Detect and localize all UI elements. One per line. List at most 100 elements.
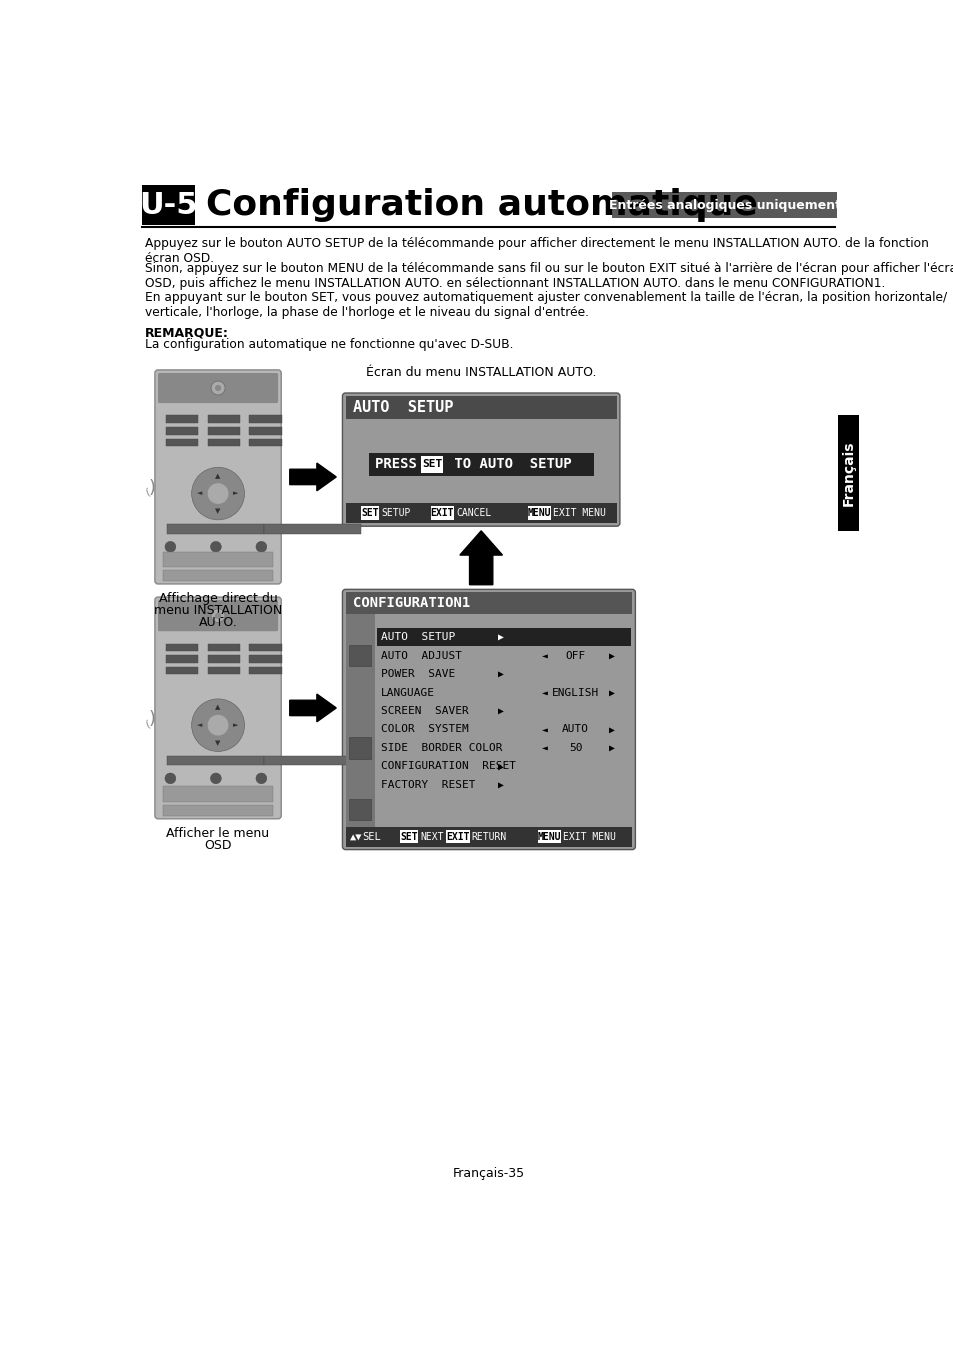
Text: SIDE  BORDER COLOR: SIDE BORDER COLOR [381,743,502,753]
Bar [208,416,240,423]
Text: (: ( [144,718,151,729]
Text: SCREEN  SAVER: SCREEN SAVER [381,706,469,716]
Text: AUTO  SETUP: AUTO SETUP [353,400,454,416]
Text: U-5: U-5 [139,190,198,220]
Circle shape [207,714,229,736]
Bar [376,757,630,776]
Bar [249,427,282,435]
Bar [208,439,240,447]
Text: 50: 50 [568,743,582,753]
Text: ◄: ◄ [541,725,547,734]
Text: POWER  SAVE: POWER SAVE [381,670,455,679]
Circle shape [211,609,225,622]
Text: OFF: OFF [565,651,585,660]
FancyBboxPatch shape [342,393,619,526]
Text: ▶: ▶ [609,725,615,734]
FancyBboxPatch shape [342,590,635,849]
Polygon shape [459,531,502,585]
Bar [399,830,417,844]
Text: Sinon, appuyez sur le bouton MENU de la télécommande sans fil ou sur le bouton E: Sinon, appuyez sur le bouton MENU de la … [145,262,953,290]
Bar [376,647,630,664]
Text: En appuyant sur le bouton SET, vous pouvez automatiquement ajuster convenablemen: En appuyant sur le bouton SET, vous pouv… [145,292,946,320]
Bar [345,396,617,420]
Text: CANCEL: CANCEL [456,508,491,518]
Text: EXIT MENU: EXIT MENU [562,832,616,841]
Circle shape [192,467,244,520]
Text: AUTO.: AUTO. [198,617,237,629]
Bar [162,552,274,567]
Bar [612,192,836,219]
Bar [249,655,282,663]
Text: SEL: SEL [362,832,381,841]
Bar [349,645,371,667]
Bar [249,644,282,651]
Text: La configuration automatique ne fonctionne qu'avec D-SUB.: La configuration automatique ne fonction… [145,339,513,351]
Bar [345,614,375,826]
Text: PRESS: PRESS [375,458,425,471]
Bar [431,506,454,520]
Text: menu INSTALLATION: menu INSTALLATION [153,603,282,617]
Text: ▶: ▶ [609,651,615,660]
Bar [162,570,274,580]
Circle shape [214,613,221,618]
Text: ENGLISH: ENGLISH [552,687,598,698]
Text: ▶: ▶ [497,780,503,790]
Text: EXIT: EXIT [446,832,469,841]
Text: ▲: ▲ [215,705,220,710]
Text: OSD: OSD [204,838,232,852]
Bar [376,702,630,721]
Text: LANGUAGE: LANGUAGE [381,687,435,698]
Text: ▶: ▶ [609,687,615,698]
Text: COLOR  SYSTEM: COLOR SYSTEM [381,725,469,734]
Bar [166,416,198,423]
Circle shape [255,541,267,552]
FancyBboxPatch shape [158,601,278,632]
Text: ▶: ▶ [609,743,615,753]
Text: Entrées analogiques uniquement: Entrées analogiques uniquement [608,198,840,212]
Bar [166,644,198,651]
Bar [349,799,371,821]
Polygon shape [290,463,335,491]
Text: SETUP: SETUP [381,508,411,518]
Text: NEXT: NEXT [420,832,443,841]
Bar [369,452,593,475]
Text: ◄: ◄ [197,490,203,497]
Bar [208,655,240,663]
Text: TO AUTO  SETUP: TO AUTO SETUP [446,458,572,471]
Bar [249,416,282,423]
Text: REMARQUE:: REMARQUE: [145,325,229,339]
Text: ▶: ▶ [497,761,503,771]
Text: ►: ► [233,490,238,497]
Text: SET: SET [399,832,417,841]
Text: Appuyez sur le bouton AUTO SETUP de la télécommande pour afficher directement le: Appuyez sur le bouton AUTO SETUP de la t… [145,236,927,265]
Bar [249,667,282,675]
Text: ◄: ◄ [541,651,547,660]
Text: Affichage direct du: Affichage direct du [158,591,277,605]
Bar [166,427,198,435]
Bar [167,524,264,533]
Circle shape [192,699,244,752]
Text: MENU: MENU [527,508,551,518]
Text: AUTO  SETUP: AUTO SETUP [381,632,455,643]
Text: Afficher le menu: Afficher le menu [167,826,270,840]
Bar [208,667,240,675]
Circle shape [255,774,267,784]
Bar [527,506,550,520]
Text: Français-35: Français-35 [453,1166,524,1180]
Bar [376,664,630,683]
Circle shape [165,774,175,784]
Bar [376,721,630,738]
Text: ◄: ◄ [541,743,547,753]
Bar [345,593,632,614]
Text: AUTO: AUTO [561,725,589,734]
Circle shape [165,541,175,552]
Bar [162,787,274,802]
Text: AUTO  ADJUST: AUTO ADJUST [381,651,461,660]
Text: ▶: ▶ [497,670,503,679]
Text: ): ) [148,710,155,728]
Bar [360,506,379,520]
Circle shape [211,774,221,784]
Bar [166,667,198,675]
Bar [376,776,630,794]
Text: ▶: ▶ [497,706,503,716]
